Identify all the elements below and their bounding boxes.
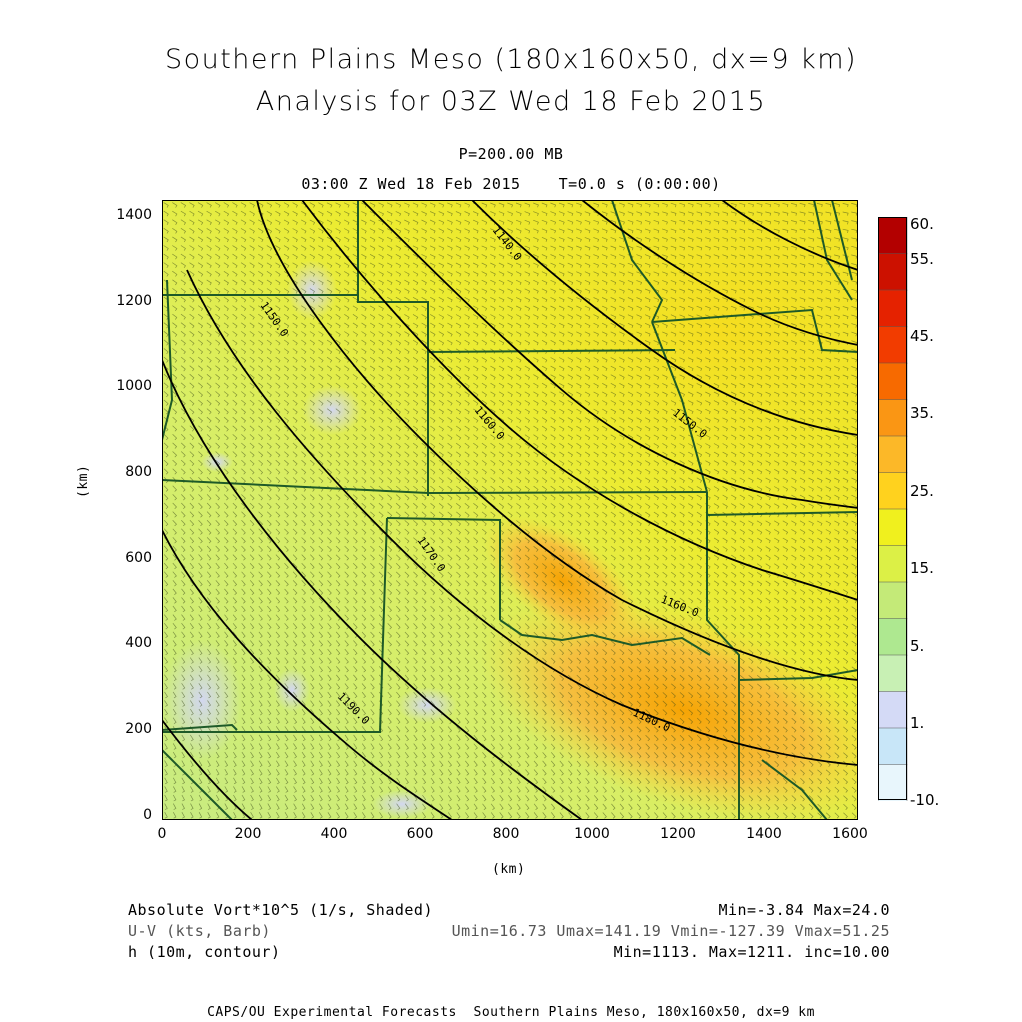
x-tick-label: 0 — [157, 826, 167, 842]
colorbar-cell — [878, 618, 908, 656]
x-tick-label: 1600 — [832, 826, 868, 842]
colorbar-label: 60. — [910, 215, 934, 233]
colorbar-cell — [878, 362, 908, 401]
pressure-level: P=200.00 MB — [458, 145, 564, 163]
colorbar-cell — [878, 289, 908, 328]
x-tick-label: 400 — [320, 826, 348, 842]
colorbar-label: 55. — [910, 250, 934, 268]
vorticity-yellow-region — [502, 200, 858, 490]
colorbar-cell — [878, 764, 908, 801]
colorbar — [878, 217, 908, 801]
x-axis-label: (km) — [492, 862, 526, 877]
y-tick-label: 1400 — [116, 207, 152, 223]
colorbar-cell — [878, 435, 908, 474]
colorbar-label: 15. — [910, 559, 934, 577]
colorbar-cell — [878, 253, 908, 291]
vorticity-low-5 — [274, 668, 310, 712]
map-title-line1: Southern Plains Meso (180x160x50, dx=9 k… — [164, 44, 858, 75]
colorbar-cell — [878, 654, 908, 693]
x-tick-label: 1200 — [660, 826, 696, 842]
colorbar-cell — [878, 399, 908, 437]
y-axis-label: (km) — [76, 464, 91, 498]
vorticity-low-6 — [372, 790, 432, 818]
legend-height-stats: Min=1113. Max=1211. inc=10.00 — [613, 943, 890, 961]
footer-credit: CAPS/OU Experimental Forecasts Southern … — [207, 1005, 815, 1020]
vorticity-max-region — [480, 598, 858, 820]
colorbar-cell — [878, 581, 908, 620]
legend-vorticity-label: Absolute Vort*10^5 (1/s, Shaded) — [128, 901, 433, 919]
legend-wind-stats: Umin=16.73 Umax=141.19 Vmin=-127.39 Vmax… — [451, 922, 890, 940]
colorbar-cell — [878, 545, 908, 583]
colorbar-cell — [878, 691, 908, 729]
colorbar-cell — [878, 472, 908, 510]
legend-vorticity-stats: Min=-3.84 Max=24.0 — [718, 901, 890, 919]
colorbar-label: -10. — [910, 791, 940, 809]
x-tick-label: 800 — [492, 826, 520, 842]
height-contours — [162, 200, 858, 820]
valid-time: 03:00 Z Wed 18 Feb 2015 T=0.0 s (0:00:00… — [301, 175, 721, 193]
map-title-line2: Analysis for 03Z Wed 18 Feb 2015 — [255, 86, 767, 117]
y-tick-label: 200 — [125, 721, 152, 737]
vorticity-low-2 — [302, 385, 362, 435]
vorticity-low-1 — [162, 640, 242, 760]
y-tick-label: 0 — [143, 807, 152, 823]
y-tick-label: 800 — [125, 464, 152, 480]
map-panel: 1140.0 1150.0 1150.0 1160.0 1160.0 1170.… — [162, 200, 858, 820]
legend-wind-label: U-V (kts, Barb) — [128, 922, 271, 940]
colorbar-cell — [878, 326, 908, 364]
colorbar-cell — [878, 508, 908, 547]
legend-height-label: h (10m, contour) — [128, 943, 281, 961]
colorbar-label: 5. — [910, 637, 925, 655]
x-tick-label: 200 — [234, 826, 262, 842]
colorbar-label: 25. — [910, 482, 934, 500]
map-frame — [162, 200, 858, 820]
colorbar-label: 35. — [910, 404, 934, 422]
colorbar-label: 1. — [910, 714, 925, 732]
y-tick-label: 1200 — [116, 293, 152, 309]
x-tick-label: 600 — [406, 826, 434, 842]
colorbar-label: 45. — [910, 327, 934, 345]
colorbar-cell — [878, 727, 908, 766]
vorticity-low-7 — [201, 452, 233, 472]
state-borders — [162, 200, 858, 820]
colorbar-cell — [878, 217, 908, 255]
y-tick-label: 1000 — [116, 378, 152, 394]
vorticity-secondary-region — [483, 516, 641, 644]
x-tick-label: 1400 — [746, 826, 782, 842]
x-tick-label: 1000 — [574, 826, 610, 842]
y-tick-label: 400 — [125, 635, 152, 651]
y-tick-label: 600 — [125, 550, 152, 566]
